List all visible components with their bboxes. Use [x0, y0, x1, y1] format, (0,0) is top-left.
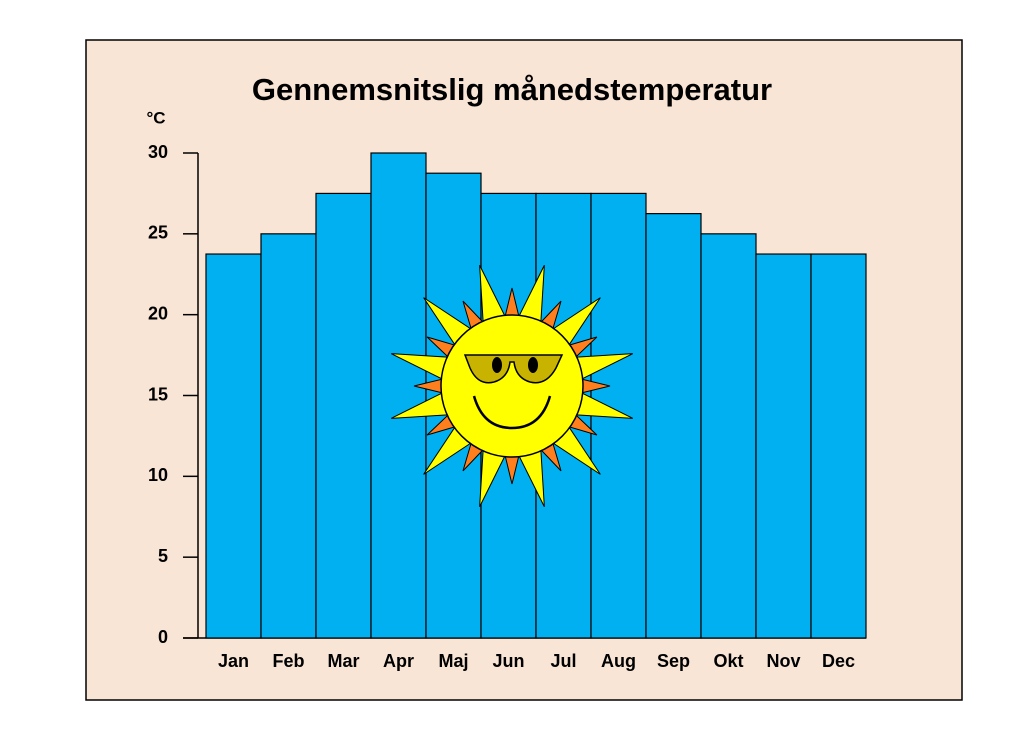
x-tick-label: Maj: [438, 651, 468, 671]
y-tick-label: 0: [158, 627, 168, 647]
x-tick-label: Apr: [383, 651, 414, 671]
bar: [370, 152, 427, 639]
x-tick-label: Aug: [601, 651, 636, 671]
x-tick-label: Nov: [766, 651, 800, 671]
sun-face: [440, 314, 584, 458]
y-tick-label: 5: [158, 546, 168, 566]
bar: [205, 253, 262, 639]
x-tick-label: Jan: [218, 651, 249, 671]
bar: [645, 213, 702, 639]
smile: [472, 395, 552, 430]
x-tick-label: Okt: [713, 651, 743, 671]
y-tick-label: 15: [148, 384, 168, 404]
x-tick-label: Jun: [492, 651, 524, 671]
sunglasses: [463, 354, 564, 384]
y-tick-label: 25: [148, 223, 168, 243]
bar: [755, 253, 812, 639]
x-tick-label: Feb: [272, 651, 304, 671]
x-tick-label: Sep: [657, 651, 690, 671]
y-tick-label: 20: [148, 303, 168, 323]
y-axis-label: °C: [146, 108, 165, 127]
chart-title: Gennemsnitslig månedstemperatur: [252, 72, 772, 107]
bar: [810, 253, 867, 639]
x-tick-label: Mar: [327, 651, 359, 671]
eye-right: [528, 357, 538, 373]
bar: [260, 233, 317, 639]
bar: [315, 192, 372, 639]
x-tick-label: Jul: [550, 651, 576, 671]
bar: [700, 233, 757, 639]
eye-left: [492, 357, 502, 373]
sun-illustration: [391, 265, 633, 507]
y-tick-label: 10: [148, 465, 168, 485]
y-tick-label: 30: [148, 142, 168, 162]
x-tick-label: Dec: [822, 651, 855, 671]
